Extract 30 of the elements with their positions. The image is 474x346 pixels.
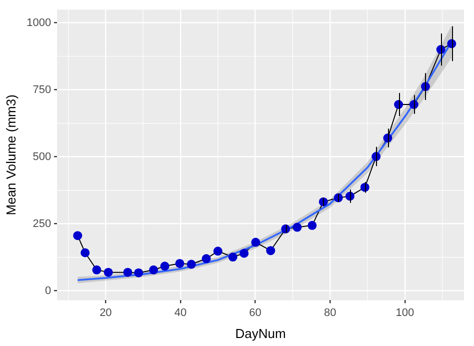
point bbox=[175, 258, 184, 268]
x-tick-label: 80 bbox=[324, 306, 336, 319]
point bbox=[160, 262, 170, 271]
point bbox=[202, 254, 211, 264]
y-axis-title: Mean Volume (mm3) bbox=[3, 94, 18, 216]
y-tick-label: 0 bbox=[44, 284, 52, 297]
point bbox=[134, 268, 144, 278]
point bbox=[266, 246, 276, 256]
point bbox=[251, 238, 260, 247]
point bbox=[186, 260, 196, 269]
point bbox=[228, 252, 238, 262]
point bbox=[308, 220, 317, 230]
point bbox=[292, 222, 302, 232]
point bbox=[149, 265, 158, 274]
point bbox=[73, 231, 82, 240]
point bbox=[123, 268, 132, 277]
x-tick-label: 100 bbox=[396, 306, 414, 319]
y-tick-label: 750 bbox=[32, 84, 52, 96]
point bbox=[80, 248, 90, 258]
x-axis-title: DayNum bbox=[235, 326, 286, 341]
x-tick-label: 20 bbox=[100, 306, 112, 319]
point bbox=[104, 268, 113, 277]
x-tick-label: 60 bbox=[249, 306, 262, 319]
y-tick-label: 1000 bbox=[26, 16, 52, 29]
y-tick-label: 250 bbox=[32, 218, 52, 230]
y-tick-label: 500 bbox=[32, 150, 52, 163]
point bbox=[240, 248, 249, 258]
x-tick-label: 40 bbox=[174, 306, 187, 319]
point bbox=[92, 265, 102, 274]
point bbox=[213, 246, 222, 256]
